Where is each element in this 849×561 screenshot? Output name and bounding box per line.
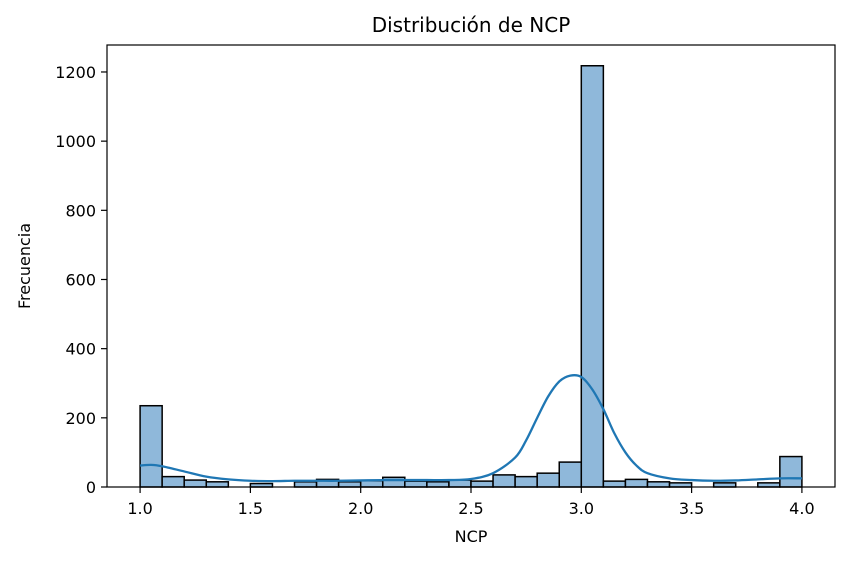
y-tick-label: 0 — [86, 478, 96, 497]
x-tick-label: 1.0 — [127, 499, 152, 518]
histogram-bar — [382, 476, 406, 488]
y-tick-label: 1000 — [55, 132, 96, 151]
kde-curve — [140, 373, 802, 483]
histogram-bar — [580, 65, 605, 488]
histogram-bar — [161, 475, 185, 488]
x-tick-label: 4.0 — [789, 499, 814, 518]
histogram-bar — [624, 478, 649, 488]
histogram-bar — [558, 461, 583, 488]
histogram-bar — [205, 481, 230, 488]
histogram-bar — [712, 482, 737, 488]
x-tick-label: 1.5 — [238, 499, 263, 518]
histogram-bar — [646, 481, 671, 488]
histogram-bar — [757, 482, 781, 488]
y-axis-label: Frecuencia — [15, 223, 34, 309]
histogram-bar — [470, 480, 494, 488]
histogram-bar — [139, 404, 163, 488]
histogram-bar — [602, 480, 627, 488]
axes-frame — [106, 44, 836, 488]
histogram-bar — [426, 481, 450, 488]
x-tick-label: 2.0 — [348, 499, 373, 518]
y-tick-label: 600 — [65, 270, 96, 289]
y-tick-label: 200 — [65, 409, 96, 428]
chart-title: Distribución de NCP — [372, 13, 571, 37]
histogram-bar — [668, 482, 693, 488]
x-tick-label: 2.5 — [458, 499, 483, 518]
y-tick-label: 1200 — [55, 63, 96, 82]
histogram-bar — [293, 481, 318, 488]
histogram-bar — [359, 480, 384, 488]
histogram-bar — [536, 472, 560, 488]
x-tick-label: 3.5 — [679, 499, 704, 518]
y-tick-label: 400 — [65, 340, 96, 359]
histogram-bar — [779, 455, 803, 488]
histogram-bar — [183, 479, 208, 488]
x-tick-label: 3.0 — [569, 499, 594, 518]
histogram-bar — [337, 481, 362, 488]
x-axis-label: NCP — [455, 527, 488, 546]
histogram-bar — [492, 474, 516, 488]
histogram-bar — [404, 480, 428, 488]
histogram-bar — [514, 475, 538, 488]
y-tick-label: 800 — [65, 201, 96, 220]
